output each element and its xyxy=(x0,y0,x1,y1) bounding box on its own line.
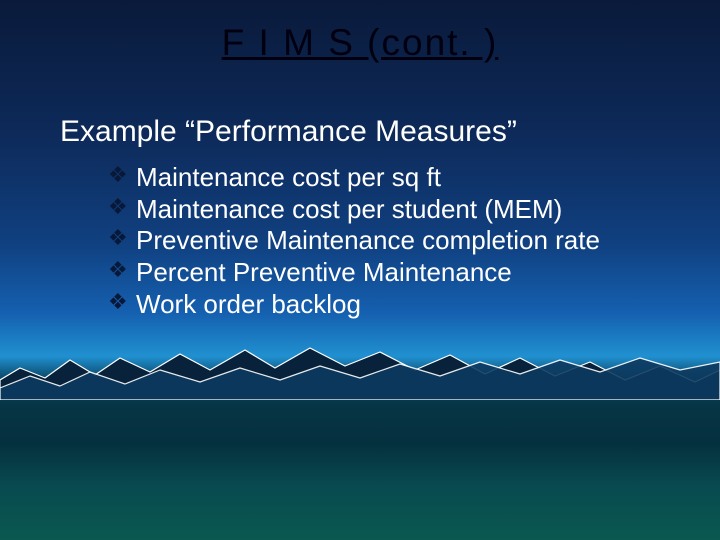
bullet-item: Maintenance cost per student (MEM) xyxy=(108,194,600,226)
bullet-item: Maintenance cost per sq ft xyxy=(108,162,600,194)
slide-title: F I M S (cont. ) xyxy=(0,22,720,64)
bullet-list: Maintenance cost per sq ft Maintenance c… xyxy=(108,162,600,321)
bullet-item: Preventive Maintenance completion rate xyxy=(108,225,600,257)
mountain-silhouette xyxy=(0,340,720,400)
slide-subtitle: Example “Performance Measures” xyxy=(60,115,517,149)
bullet-item: Percent Preventive Maintenance xyxy=(108,257,600,289)
bullet-item: Work order backlog xyxy=(108,289,600,321)
slide: F I M S (cont. ) Example “Performance Me… xyxy=(0,0,720,540)
